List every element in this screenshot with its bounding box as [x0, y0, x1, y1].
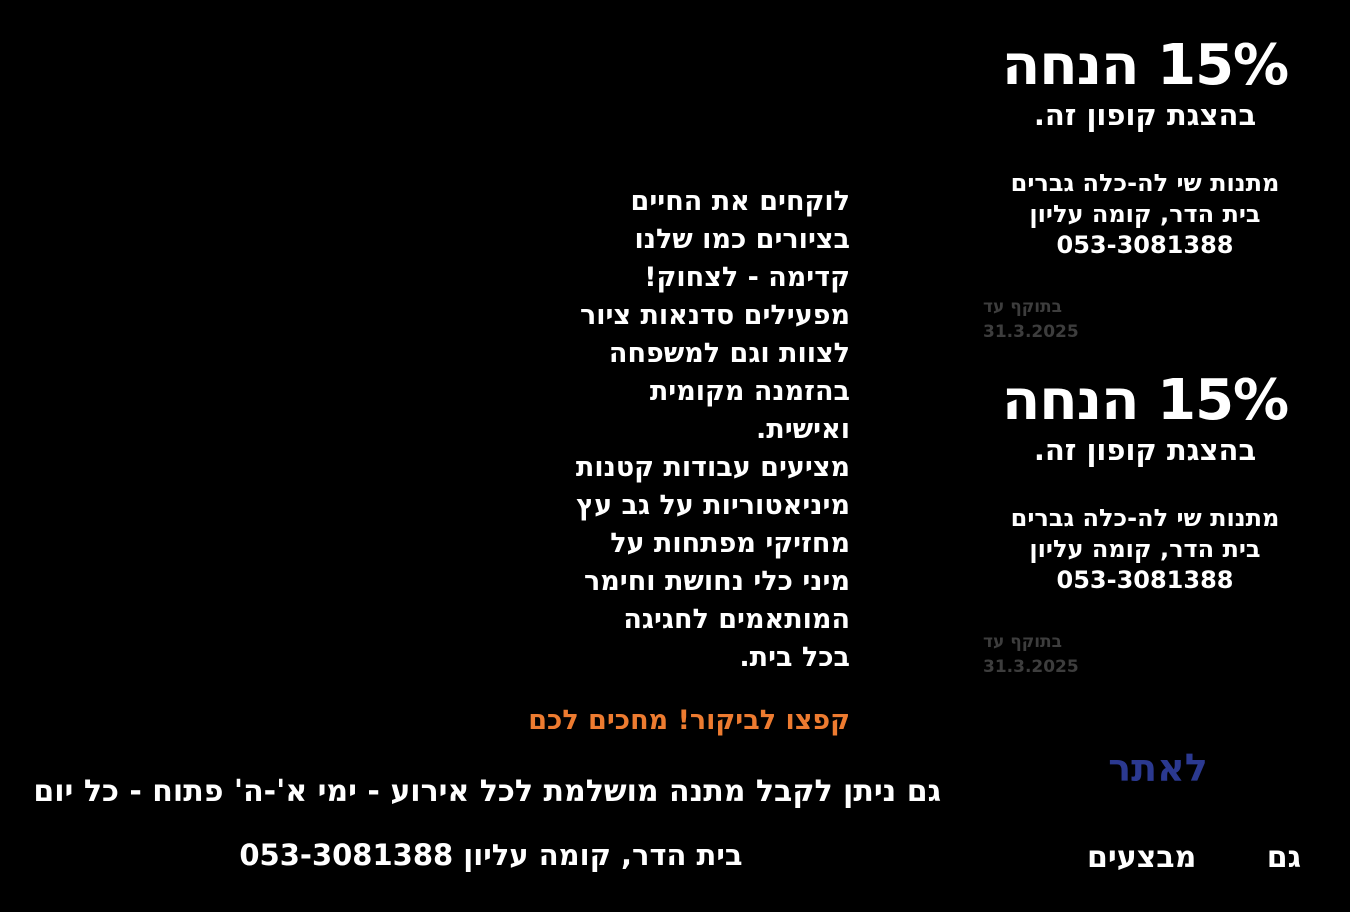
footer-hours-line: גם ניתן לקבל מתנה מושלמת לכל אירוע - ימי…	[33, 774, 941, 809]
site-link[interactable]: לאתר	[1108, 746, 1208, 790]
coupon-1-validity: בתוקף עד 31.3.2025	[983, 295, 1153, 345]
coupon-1-details-line1: מתנות שי לה-כלה גברים	[1010, 169, 1280, 197]
coupon-2-phone: 053-3081388	[1056, 566, 1234, 594]
coupon-2-details: מתנות שי לה-כלה גברים בית הדר, קומה עליו…	[955, 503, 1335, 596]
main-paragraph: לוקחים את החיים בציורים כמו שלנו קדימה -…	[528, 183, 850, 740]
coupon-1-validity-label: בתוקף עד	[983, 297, 1063, 317]
main-paragraph-line: מיניאטוריות על גב עץ	[576, 490, 850, 521]
main-paragraph-line: מפעילים סדנאות ציור	[579, 300, 850, 331]
coupon-1-details: מתנות שי לה-כלה גברים בית הדר, קומה עליו…	[955, 168, 1335, 261]
coupon-2-validity-label: בתוקף עד	[983, 632, 1063, 652]
main-paragraph-line: בהזמנה מקומית	[649, 376, 850, 407]
main-paragraph-line: ואישית.	[756, 414, 850, 445]
coupon-2-validity: בתוקף עד 31.3.2025	[983, 630, 1153, 680]
main-paragraph-line: קדימה - לצחוק!	[644, 262, 850, 293]
coupon-1-phone: 053-3081388	[1056, 231, 1234, 259]
main-paragraph-line: מחזיקי מפתחות על	[610, 528, 850, 559]
coupon-2-subline: בהצגת קופון זה.	[1033, 433, 1257, 467]
social-label: גם מבצעים	[1086, 840, 1302, 875]
coupon-1-subline: בהצגת קופון זה.	[1033, 98, 1257, 132]
main-paragraph-line: בציורים כמו שלנו	[634, 224, 850, 255]
coupon-1-discount-headline: 15% הנחה	[1001, 33, 1289, 98]
main-paragraph-line: המותאמים לחגיגה	[623, 604, 850, 635]
coupon-1-details-line2: בית הדר, קומה עליון	[1029, 200, 1261, 228]
main-paragraph-line: בכל בית.	[739, 642, 850, 673]
coupon-2-validity-date: 31.3.2025	[983, 657, 1079, 677]
coupon-block-2: 15% הנחה בהצגת קופון זה. מתנות שי לה-כלה…	[955, 368, 1335, 678]
coupon-block-1: 15% הנחה בהצגת קופון זה. מתנות שי לה-כלה…	[955, 33, 1335, 343]
main-paragraph-line: לצוות וגם למשפחה	[608, 338, 850, 369]
footer-address-phone: בית הדר, קומה עליון 053-3081388	[239, 838, 743, 872]
main-paragraph-line: מציעים עבודות קטנות	[575, 452, 850, 483]
cta-highlight: קפצו לביקור! מחכים לכם	[528, 705, 850, 736]
coupon-2-details-line2: בית הדר, קומה עליון	[1029, 535, 1261, 563]
coupon-2-discount-headline: 15% הנחה	[1001, 368, 1289, 433]
coupon-2-details-line1: מתנות שי לה-כלה גברים	[1010, 504, 1280, 532]
coupon-1-validity-date: 31.3.2025	[983, 322, 1079, 342]
main-paragraph-line: מיני כלי נחושת וחימר	[584, 566, 850, 597]
main-paragraph-line: לוקחים את החיים	[630, 186, 850, 217]
